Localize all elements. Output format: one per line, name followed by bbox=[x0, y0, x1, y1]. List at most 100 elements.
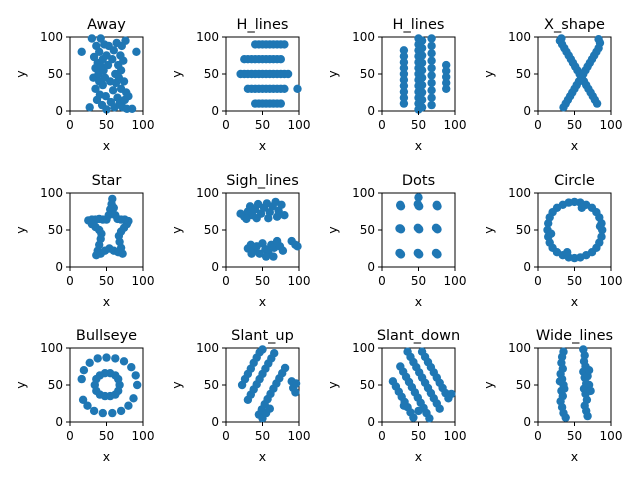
scatter-point bbox=[103, 60, 113, 70]
x-tick-label: 50 bbox=[255, 429, 270, 443]
y-tick-label: 100 bbox=[508, 30, 531, 44]
scatter-point bbox=[447, 389, 456, 399]
scatter-point bbox=[592, 99, 602, 108]
scatter-point bbox=[427, 63, 436, 73]
scatter-point bbox=[98, 80, 108, 90]
scatter-point bbox=[399, 46, 409, 55]
scatter-point bbox=[395, 248, 404, 258]
scatter-point bbox=[399, 87, 409, 97]
scatter-point bbox=[399, 58, 409, 67]
y-tick-label: 50 bbox=[516, 67, 531, 81]
scatter-point bbox=[277, 200, 286, 209]
x-tick-label: 100 bbox=[288, 429, 311, 443]
scatter-point bbox=[399, 69, 409, 79]
y-tick-label: 50 bbox=[516, 223, 531, 237]
scatter-point bbox=[133, 380, 142, 390]
scatter-point bbox=[83, 401, 92, 410]
subplot-8: 0 50 100 0 50 100 Circle x y bbox=[481, 173, 622, 309]
x-tick-label: 50 bbox=[99, 118, 114, 132]
x-tick-label: 50 bbox=[567, 118, 582, 132]
scatter-point bbox=[399, 99, 409, 108]
subplot-9: 0 50 100 0 50 100 Bullseye x y bbox=[13, 328, 154, 464]
scatter-point bbox=[111, 354, 120, 363]
y-axis-label: y bbox=[325, 381, 340, 389]
scatter-point bbox=[119, 357, 129, 366]
scatter-point bbox=[594, 35, 603, 44]
y-tick-label: 0 bbox=[523, 260, 531, 274]
x-tick-label: 50 bbox=[99, 274, 114, 288]
scatter-point bbox=[584, 366, 594, 375]
scatter-point bbox=[417, 88, 427, 97]
y-axis-label: y bbox=[481, 381, 496, 389]
scatter-point bbox=[132, 47, 141, 56]
scatter-point bbox=[563, 248, 572, 257]
scatter-series bbox=[237, 345, 301, 423]
scatter-point bbox=[427, 78, 436, 88]
x-axis-label: x bbox=[571, 138, 578, 153]
scatter-point bbox=[417, 43, 427, 53]
scatter-point bbox=[395, 224, 404, 233]
scatter-point bbox=[269, 252, 278, 261]
scatter-point bbox=[293, 84, 302, 94]
y-tick-label: 100 bbox=[508, 186, 531, 200]
scatter-point bbox=[109, 203, 119, 212]
subplot-1: 0 50 100 0 50 100 Away x y bbox=[13, 17, 154, 153]
y-tick-label: 0 bbox=[211, 260, 219, 274]
x-tick-label: 0 bbox=[222, 429, 230, 443]
scatter-point bbox=[111, 211, 120, 220]
scatter-point bbox=[396, 200, 405, 209]
y-axis-label: y bbox=[13, 381, 28, 389]
x-tick-label: 50 bbox=[411, 429, 426, 443]
axes-frame bbox=[69, 192, 144, 268]
y-tick-label: 100 bbox=[40, 186, 63, 200]
y-tick-label: 100 bbox=[352, 30, 375, 44]
scatter-point bbox=[557, 34, 566, 43]
scatter-point bbox=[399, 75, 409, 85]
y-tick-label: 50 bbox=[48, 223, 63, 237]
subplot-title: Sigh_lines bbox=[226, 173, 299, 189]
scatter-point bbox=[91, 84, 100, 94]
scatter-point bbox=[270, 349, 279, 358]
scatter-point bbox=[427, 93, 436, 102]
scatter-point bbox=[119, 56, 128, 65]
x-tick-label: 100 bbox=[444, 274, 467, 288]
y-tick-label: 50 bbox=[204, 223, 219, 237]
x-tick-label: 0 bbox=[378, 274, 386, 288]
x-tick-label: 50 bbox=[255, 274, 270, 288]
y-axis-label: y bbox=[13, 226, 28, 234]
x-tick-label: 50 bbox=[567, 429, 582, 443]
scatter-point bbox=[442, 84, 451, 94]
scatter-point bbox=[252, 214, 261, 223]
scatter-point bbox=[108, 55, 117, 64]
scatter-point bbox=[127, 363, 136, 372]
scatter-point bbox=[108, 86, 118, 95]
scatter-point bbox=[413, 199, 422, 209]
x-axis-label: x bbox=[415, 138, 422, 153]
scatter-point bbox=[109, 46, 119, 55]
y-tick-label: 50 bbox=[204, 378, 219, 392]
scatter-point bbox=[121, 36, 130, 45]
subplot-7: 0 50 100 0 50 100 Dots x y bbox=[325, 173, 466, 309]
scatter-point bbox=[409, 413, 418, 422]
scatter-point bbox=[276, 55, 285, 64]
x-axis-label: x bbox=[415, 294, 422, 309]
scatter-point bbox=[432, 200, 441, 209]
scatter-point bbox=[427, 71, 436, 80]
scatter-point bbox=[255, 249, 264, 258]
x-tick-label: 0 bbox=[378, 429, 386, 443]
x-tick-label: 50 bbox=[567, 274, 582, 288]
scatter-point bbox=[414, 193, 423, 202]
x-tick-label: 50 bbox=[99, 429, 114, 443]
scatter-point bbox=[583, 411, 592, 421]
x-tick-label: 100 bbox=[288, 118, 311, 132]
y-tick-label: 100 bbox=[196, 30, 219, 44]
scatter-point bbox=[427, 86, 436, 95]
scatter-point bbox=[417, 51, 427, 60]
scatter-point bbox=[595, 222, 605, 231]
scatter-point bbox=[417, 80, 427, 90]
y-tick-label: 0 bbox=[367, 260, 375, 274]
